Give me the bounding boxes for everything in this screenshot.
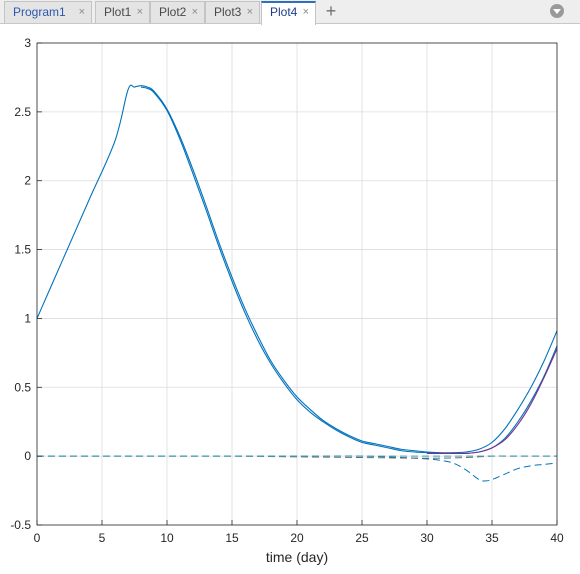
series-group <box>36 84 558 482</box>
tab-label: Plot4 <box>270 5 298 19</box>
tab-label: Program1 <box>13 5 66 19</box>
line-chart: 0 5 10 15 20 25 30 35 40 -0.500.511.522.53 time … <box>10 36 564 565</box>
close-icon[interactable]: × <box>302 6 309 18</box>
tab-plot4[interactable]: Plot4 × <box>261 1 316 25</box>
y-tick-label: 3 <box>24 36 31 50</box>
x-tick-label: 40 <box>550 531 564 545</box>
y-tick-label: -0.5 <box>10 518 31 532</box>
x-tick-label: 25 <box>355 531 369 545</box>
x-tick-label: 10 <box>160 531 174 545</box>
x-tick-label: 35 <box>485 531 499 545</box>
tab-program1[interactable]: Program1 × <box>4 1 92 23</box>
close-icon[interactable]: × <box>136 6 143 18</box>
close-icon[interactable]: × <box>191 6 198 18</box>
x-tick-label: 15 <box>225 531 239 545</box>
y-tick-label: 0.5 <box>14 380 31 394</box>
chevron-down-circle-icon[interactable] <box>550 4 564 18</box>
x-tick-label: 5 <box>99 531 106 545</box>
y-axis-ticks: -0.5 0 0.5 1 1.5 2 2.5 3 <box>10 36 42 532</box>
y-tick-label: 2.5 <box>14 105 31 119</box>
tab-label: Plot2 <box>159 5 187 19</box>
tab-label: Plot3 <box>214 5 242 19</box>
plus-icon[interactable]: + <box>325 1 337 21</box>
y-tick-label: 1.5 <box>14 243 31 257</box>
tab-plot3[interactable]: Plot3 × <box>205 1 260 23</box>
x-tick-label: 30 <box>420 531 434 545</box>
x-axis-label: time (day) <box>266 549 328 565</box>
tab-label: Plot1 <box>104 5 132 19</box>
x-axis-ticks: 0 5 10 15 20 25 30 35 40 <box>34 520 564 545</box>
series-line-3 <box>426 348 558 455</box>
close-icon[interactable]: × <box>78 6 85 18</box>
tab-plot2[interactable]: Plot2 × <box>150 1 205 23</box>
y-tick-label: 0 <box>24 449 31 463</box>
y-tick-label: 1 <box>24 311 31 325</box>
tab-bar: Program1 × Plot1 × Plot2 × Plot3 × Plot4… <box>0 0 580 25</box>
tab-plot1[interactable]: Plot1 × <box>95 1 150 23</box>
series-line-4 <box>37 455 558 482</box>
x-tick-label: 0 <box>34 531 41 545</box>
close-icon[interactable]: × <box>246 6 253 18</box>
y-tick-label: 2 <box>24 174 31 188</box>
x-tick-label: 20 <box>290 531 304 545</box>
series-line-1 <box>36 84 558 454</box>
